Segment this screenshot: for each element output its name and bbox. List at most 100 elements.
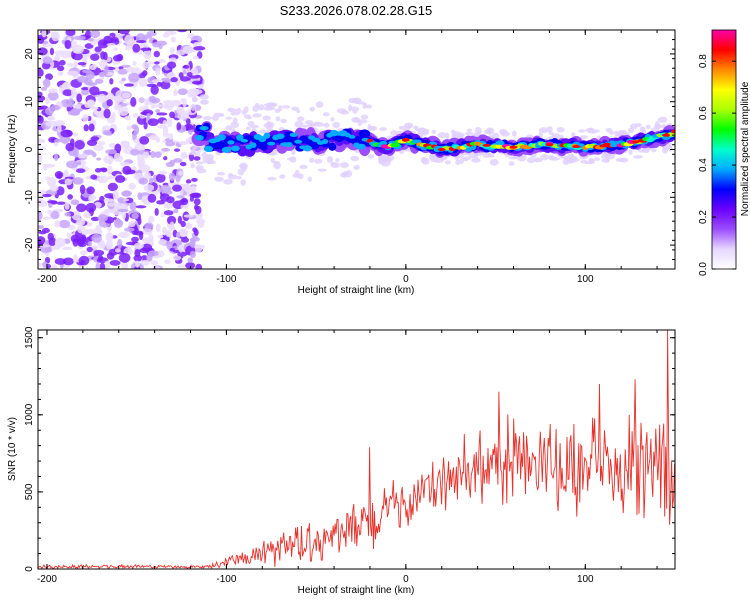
spectrogram-blob: [142, 227, 153, 235]
spectrogram-blob: [95, 224, 102, 235]
x-tick-label: -100: [216, 274, 236, 285]
spectrogram-blob: [180, 204, 189, 209]
spectrogram-blob: [126, 66, 135, 73]
spectrogram-blob: [296, 109, 301, 114]
spectrogram-blob: [170, 77, 178, 83]
spectrogram-blob: [330, 161, 336, 166]
spectrogram-blob: [307, 176, 312, 182]
spectrogram-blob: [482, 143, 491, 147]
spectrogram-blob: [260, 141, 268, 151]
spectrogram-blob: [289, 156, 297, 163]
spectrogram-blob: [90, 106, 99, 110]
spectrogram-blob: [56, 201, 66, 205]
spectrogram-blob: [471, 157, 481, 163]
spectrogram-blob: [217, 171, 226, 176]
spectrogram-blob: [263, 106, 272, 111]
spectrogram-blob: [115, 217, 121, 225]
spectrogram-blob: [178, 244, 184, 253]
spectrogram-blob: [83, 149, 95, 155]
spectrogram-blob: [246, 126, 251, 131]
spectrogram-blob: [117, 197, 125, 203]
spectrogram-blob: [38, 111, 42, 117]
spectrogram-blob: [156, 112, 168, 116]
spectrogram-blob: [165, 141, 176, 147]
spectrogram-blob: [57, 72, 64, 76]
spectrogram-blob: [41, 216, 52, 220]
spectrogram-blob: [46, 209, 53, 215]
spectrogram-blob: [306, 123, 316, 128]
spectrogram-blob: [68, 98, 75, 108]
spectrogram-blob: [43, 78, 51, 88]
spectrogram-blob: [81, 87, 90, 91]
spectrogram-blob: [98, 72, 106, 77]
spectrogram-blob: [65, 30, 76, 37]
spectrogram-blob: [95, 51, 101, 55]
spectrogram-blob: [38, 230, 47, 235]
spectrogram-blob: [545, 143, 554, 147]
spectrogram-blob: [198, 84, 204, 89]
spectrogram-blob: [279, 174, 286, 179]
spectrogram-blob: [199, 94, 209, 100]
spectrogram-blob: [105, 149, 117, 155]
y-tick-label: 20: [24, 48, 35, 60]
spectrogram-blob: [243, 106, 249, 114]
spectrogram-y-label: Frequency (Hz): [7, 115, 18, 184]
spectrogram-blob: [38, 210, 43, 221]
spectrogram-blob: [179, 229, 187, 237]
colorbar-tick-label: 0.2: [698, 210, 709, 224]
spectrogram-blob: [150, 150, 156, 158]
spectrogram-blob: [150, 260, 159, 266]
spectrogram-blob: [64, 212, 71, 217]
colorbar: 0.0 0.2 0.4 0.6 0.8 Normalized spectral ampl…: [698, 29, 750, 276]
spectrogram-blob: [38, 262, 42, 268]
spectrogram-blob: [135, 40, 147, 44]
spectrogram-blob: [54, 220, 61, 228]
spectrogram-blob: [38, 236, 46, 245]
spectrogram-blob: [201, 151, 208, 159]
y-tick-label: 0: [24, 146, 35, 152]
spectrogram-blob: [153, 50, 161, 58]
spectrogram-blob: [588, 157, 594, 164]
spectrogram-blob: [53, 120, 66, 126]
spectrogram-blob: [93, 249, 105, 256]
spectrogram-blob: [97, 141, 106, 146]
spectrogram-blob: [83, 212, 91, 219]
spectrogram-blob: [360, 114, 369, 120]
spectrogram-blob: [538, 127, 549, 134]
spectrogram-blob: [464, 131, 474, 136]
spectrogram-blob: [135, 260, 140, 268]
spectrogram-blob: [109, 78, 114, 85]
spectrogram-blob: [138, 77, 148, 87]
spectrogram-blob: [631, 140, 640, 144]
spectrogram-blob: [50, 210, 60, 220]
spectrogram-blob: [38, 146, 47, 151]
spectrogram-blob: [66, 160, 78, 169]
spectrogram-blob: [508, 161, 515, 166]
y-tick-label: -20: [24, 237, 35, 252]
spectrogram-blob: [600, 155, 606, 159]
spectrogram-blob: [117, 238, 123, 249]
spectrogram-blob: [49, 184, 59, 192]
spectrogram-blob: [163, 210, 174, 216]
spectrogram-blob: [189, 250, 196, 259]
spectrogram-blob: [270, 158, 275, 164]
spectrogram-blob: [401, 125, 411, 131]
spectrogram-blob: [348, 97, 359, 104]
spectrogram-blob: [146, 83, 157, 88]
spectrogram-blob: [250, 142, 257, 148]
spectrogram-blob: [47, 91, 59, 101]
spectrogram-blob: [258, 129, 268, 134]
spectrogram-blob: [112, 189, 119, 200]
spectrogram-blob: [348, 134, 356, 139]
spectrogram-blob: [90, 53, 100, 61]
spectrogram-blob: [147, 215, 155, 223]
spectrogram-blob: [124, 34, 135, 45]
spectrogram-blob: [99, 262, 106, 269]
x-tick-label: 0: [403, 274, 409, 285]
spectrogram-blob: [72, 147, 79, 158]
spectrogram-blob: [173, 208, 179, 214]
x-tick-label: 100: [577, 274, 594, 285]
spectrogram-blob: [103, 198, 115, 203]
spectrogram-blob: [202, 116, 212, 121]
spectrogram-blob: [155, 173, 166, 183]
